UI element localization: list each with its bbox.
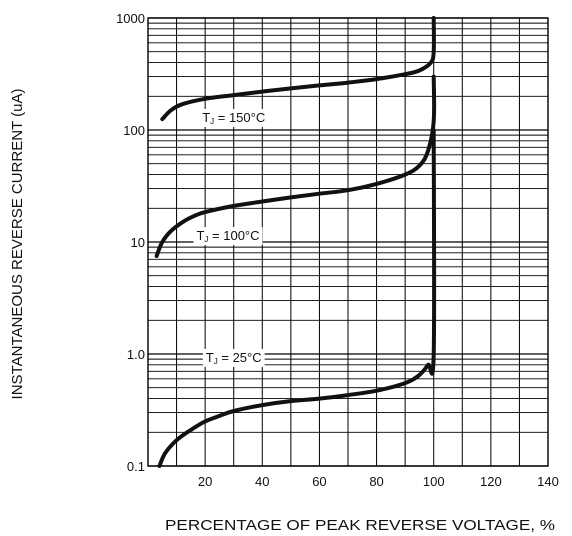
x-tick-label: 60 bbox=[312, 474, 326, 489]
x-tick-label: 20 bbox=[198, 474, 212, 489]
tick-labels: 20 40 60 80 100 120 140 0.1 1.0 10 100 1000 bbox=[116, 11, 559, 489]
y-tick-label: 0.1 bbox=[127, 459, 145, 474]
curve-label-1: TJ = 100°C bbox=[196, 228, 259, 244]
x-axis-title: PERCENTAGE OF PEAK REVERSE VOLTAGE, % bbox=[165, 517, 555, 534]
plot-frame bbox=[147, 17, 549, 467]
series-line-0 bbox=[160, 16, 436, 122]
series-line-1 bbox=[154, 74, 437, 258]
curve-label-background bbox=[202, 348, 265, 367]
grid-lines bbox=[148, 17, 548, 467]
curve-label-background bbox=[199, 108, 269, 127]
y-tick-label: 1.0 bbox=[127, 347, 145, 362]
x-tick-label: 100 bbox=[423, 474, 445, 489]
curve-labels: TJ = 150°C TJ = 100°C TJ = 25°C bbox=[193, 108, 269, 367]
series-line-2 bbox=[157, 128, 437, 468]
x-tick-label: 80 bbox=[369, 474, 383, 489]
x-tick-label: 40 bbox=[255, 474, 269, 489]
curve-label-background bbox=[193, 227, 263, 246]
y-tick-label: 100 bbox=[123, 123, 145, 138]
x-tick-label: 120 bbox=[480, 474, 502, 489]
y-tick-label: 1000 bbox=[116, 11, 145, 26]
y-tick-label: 10 bbox=[131, 235, 145, 250]
plot-border bbox=[147, 17, 549, 467]
y-axis-title: INSTANTANEOUS REVERSE CURRENT (uA) bbox=[9, 89, 26, 400]
x-tick-label: 140 bbox=[537, 474, 559, 489]
curves bbox=[154, 16, 437, 468]
curve-label-2: TJ = 25°C bbox=[206, 350, 262, 366]
curve-label-0: TJ = 150°C bbox=[202, 110, 265, 126]
